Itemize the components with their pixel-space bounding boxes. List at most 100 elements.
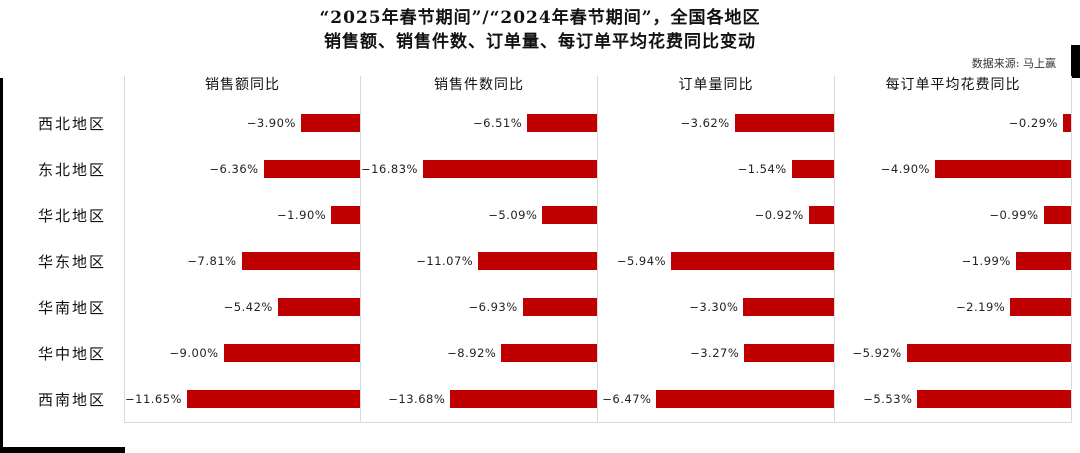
bar xyxy=(906,344,1071,362)
panel-3: 订单量同比 −3.62% −1.54% −0.92% −5.94% −3.30% −3.27… xyxy=(598,76,835,423)
region-label: 华东地区 xyxy=(37,252,106,271)
bar-value-label: −1.99% xyxy=(961,254,1011,268)
bar xyxy=(331,206,360,224)
chart-panels: 销售额同比 −3.90% −6.36% −1.90% −7.81% −5.42% −9.00… xyxy=(124,76,1072,423)
bar xyxy=(522,298,597,316)
bar-row: −8.92% xyxy=(361,330,597,376)
bar-value-label: −4.90% xyxy=(880,162,930,176)
panel-4: 每订单平均花费同比 −0.29% −4.90% −0.99% −1.99% −2.19% −… xyxy=(835,76,1072,423)
bar xyxy=(808,206,834,224)
bar-value-label: −0.29% xyxy=(1008,116,1058,130)
bar-row: −5.42% xyxy=(125,284,360,330)
bar-value-label: −16.83% xyxy=(361,162,418,176)
bar xyxy=(263,160,360,178)
bar-row: −4.90% xyxy=(835,146,1071,192)
bar xyxy=(187,390,360,408)
bar xyxy=(917,390,1071,408)
region-label: 东北地区 xyxy=(37,160,106,179)
bar-value-label: −11.65% xyxy=(125,392,182,406)
bar-value-label: −5.92% xyxy=(852,346,902,360)
chart-grid: 西北地区 东北地区 华北地区 华东地区 华南地区 华中地区 西南地区 销售额同比 −3.90%… xyxy=(20,76,1072,423)
bar xyxy=(734,114,834,132)
bar-value-label: −3.62% xyxy=(680,116,730,130)
panel-plot-area: −3.90% −6.36% −1.90% −7.81% −5.42% −9.00% −11.… xyxy=(125,100,360,422)
region-label: 华中地区 xyxy=(37,345,106,364)
bar-value-label: −3.30% xyxy=(689,300,739,314)
panel-title: 订单量同比 xyxy=(678,77,754,93)
bar-value-label: −7.81% xyxy=(187,254,237,268)
bar xyxy=(744,344,834,362)
bar xyxy=(501,344,597,362)
bar-row: −0.92% xyxy=(598,192,834,238)
bar xyxy=(223,344,360,362)
bar-row: −9.00% xyxy=(125,330,360,376)
bar-row: −3.62% xyxy=(598,100,834,146)
bar xyxy=(450,390,597,408)
bar-row: −16.83% xyxy=(361,146,597,192)
bar-value-label: −6.51% xyxy=(473,116,523,130)
bar-row: −5.09% xyxy=(361,192,597,238)
region-label: 西北地区 xyxy=(37,114,106,133)
frame-bottom-bar xyxy=(0,447,125,453)
bar xyxy=(241,252,360,270)
bar-value-label: −3.90% xyxy=(246,116,296,130)
bar-row: −11.07% xyxy=(361,238,597,284)
bar-row: −11.65% xyxy=(125,376,360,422)
panel-title: 每订单平均花费同比 xyxy=(885,77,1021,93)
panel-plot-area: −6.51% −16.83% −5.09% −11.07% −6.93% −8.92% −1… xyxy=(361,100,597,422)
bar-row: −5.53% xyxy=(835,376,1071,422)
bar-row: −1.90% xyxy=(125,192,360,238)
bar xyxy=(1043,206,1071,224)
bar xyxy=(478,252,597,270)
bar-value-label: −1.54% xyxy=(737,162,787,176)
bar-value-label: −1.90% xyxy=(277,208,327,222)
bar-value-label: −13.68% xyxy=(388,392,446,406)
bar xyxy=(527,114,597,132)
bar xyxy=(743,298,834,316)
bar-value-label: −8.92% xyxy=(447,346,497,360)
panel-plot-area: −0.29% −4.90% −0.99% −1.99% −2.19% −5.92% −5.5… xyxy=(835,100,1071,422)
bar-row: −6.47% xyxy=(598,376,834,422)
bar-value-label: −6.36% xyxy=(209,162,259,176)
bar-row: −5.92% xyxy=(835,330,1071,376)
bar-row: −3.90% xyxy=(125,100,360,146)
bar-value-label: −2.19% xyxy=(956,300,1006,314)
bar-value-label: −5.53% xyxy=(863,392,913,406)
bar-row: −13.68% xyxy=(361,376,597,422)
bar xyxy=(423,160,597,178)
bar-row: −6.36% xyxy=(125,146,360,192)
bar xyxy=(934,160,1071,178)
bar-row: −1.54% xyxy=(598,146,834,192)
bar xyxy=(791,160,834,178)
bar xyxy=(300,114,360,132)
bar-value-label: −9.00% xyxy=(169,346,219,360)
panel-title: 销售额同比 xyxy=(205,77,280,93)
bar-row: −5.94% xyxy=(598,238,834,284)
panel-1: 销售额同比 −3.90% −6.36% −1.90% −7.81% −5.42% −9.00… xyxy=(124,76,361,423)
bar xyxy=(1062,114,1071,132)
bar-value-label: −6.93% xyxy=(468,300,518,314)
bar-row: −6.51% xyxy=(361,100,597,146)
bar-row: −3.27% xyxy=(598,330,834,376)
chart-title-line2: 销售额、销售件数、订单量、每订单平均花费同比变动 xyxy=(324,32,756,52)
bar-value-label: −0.99% xyxy=(989,208,1039,222)
bar-value-label: −0.92% xyxy=(754,208,804,222)
bar-row: −6.93% xyxy=(361,284,597,330)
frame-left-line xyxy=(0,78,3,453)
chart-title: “2025年春节期间”/“2024年春节期间”，全国各地区 销售额、销售件数、订… xyxy=(0,6,1080,54)
bar xyxy=(1010,298,1071,316)
panel-plot-area: −3.62% −1.54% −0.92% −5.94% −3.30% −3.27% −6.4… xyxy=(598,100,834,422)
chart-title-line1: “2025年春节期间”/“2024年春节期间”，全国各地区 xyxy=(319,8,761,28)
bar xyxy=(277,298,360,316)
bar xyxy=(656,390,834,408)
bar-value-label: −5.42% xyxy=(223,300,273,314)
bar-row: −2.19% xyxy=(835,284,1071,330)
bar xyxy=(671,252,834,270)
bar-value-label: −5.09% xyxy=(488,208,538,222)
bar-row: −1.99% xyxy=(835,238,1071,284)
bar-value-label: −6.47% xyxy=(602,392,652,406)
panel-title: 销售件数同比 xyxy=(434,77,524,93)
frame-corner-block xyxy=(1071,45,1080,78)
bar-row: −0.99% xyxy=(835,192,1071,238)
data-source: 数据来源: 马上赢 xyxy=(971,57,1056,70)
